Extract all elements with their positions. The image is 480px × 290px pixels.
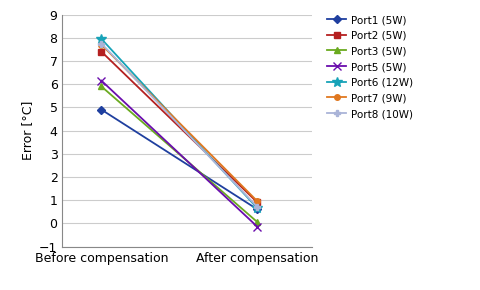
Port5 (5W) bbox=[98, 79, 104, 82]
Line: Port3 (5W): Port3 (5W) bbox=[98, 83, 261, 226]
Port3 (5W) bbox=[98, 85, 104, 88]
Port8 (10W) bbox=[98, 42, 104, 45]
Line: Port7 (9W): Port7 (9W) bbox=[98, 42, 260, 204]
Port1 (5W) bbox=[98, 108, 104, 111]
Port1 (5W) bbox=[254, 208, 260, 211]
Port3 (5W) bbox=[254, 220, 260, 224]
Port6 (12W) bbox=[98, 37, 104, 41]
Port6 (12W) bbox=[254, 206, 260, 210]
Port2 (5W) bbox=[98, 50, 104, 53]
Y-axis label: Error [°C]: Error [°C] bbox=[21, 101, 34, 160]
Line: Port1 (5W): Port1 (5W) bbox=[98, 107, 260, 212]
Line: Port8 (10W): Port8 (10W) bbox=[98, 40, 261, 211]
Line: Port5 (5W): Port5 (5W) bbox=[97, 77, 262, 231]
Port8 (10W) bbox=[254, 205, 260, 209]
Line: Port6 (12W): Port6 (12W) bbox=[96, 34, 262, 213]
Port7 (9W) bbox=[98, 43, 104, 46]
Port7 (9W) bbox=[254, 200, 260, 203]
Legend: Port1 (5W), Port2 (5W), Port3 (5W), Port5 (5W), Port6 (12W), Port7 (9W), Port8 (: Port1 (5W), Port2 (5W), Port3 (5W), Port… bbox=[327, 15, 413, 119]
Line: Port2 (5W): Port2 (5W) bbox=[98, 49, 260, 205]
Port5 (5W) bbox=[254, 225, 260, 229]
Port2 (5W) bbox=[254, 201, 260, 204]
